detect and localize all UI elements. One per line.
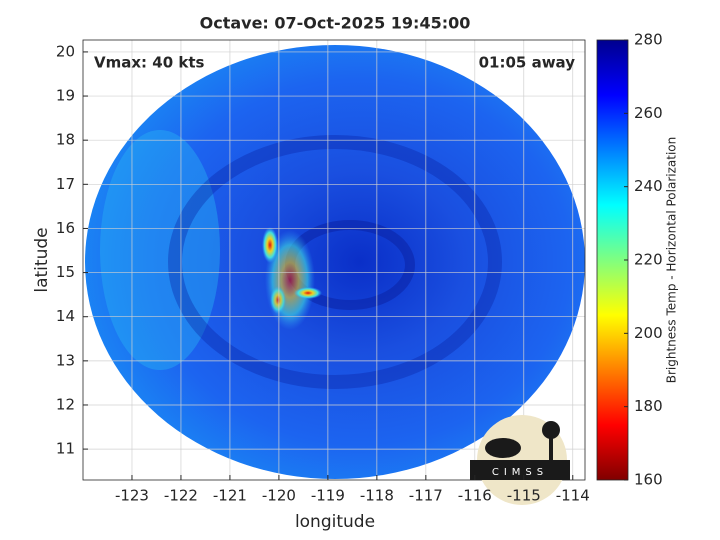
x-tick-label: -118	[360, 487, 394, 505]
colorbar-tick-label: 240	[634, 177, 663, 195]
annotation: 01:05 away	[479, 54, 576, 72]
chart-title: Octave: 07-Oct-2025 19:45:00	[200, 14, 471, 33]
y-tick-label: 15	[56, 263, 75, 281]
cimss-logo: CIMSS	[470, 415, 570, 505]
annotation: Vmax: 40 kts	[94, 54, 204, 72]
colorbar-tick-label: 260	[634, 104, 663, 122]
y-axis-label: latitude	[32, 227, 52, 292]
logo-text: CIMSS	[492, 467, 548, 478]
y-tick-label: 11	[56, 440, 75, 458]
x-tick-label: -115	[507, 487, 541, 505]
x-tick-label: -121	[213, 487, 247, 505]
colorbar-tick-label: 180	[634, 397, 663, 415]
x-tick-label: -116	[458, 487, 492, 505]
satellite-image	[85, 45, 585, 479]
x-tick-label: -119	[311, 487, 345, 505]
x-tick-label: -120	[262, 487, 296, 505]
colorbar	[596, 39, 629, 481]
x-tick-label: -122	[164, 487, 198, 505]
y-tick-label: 12	[56, 395, 75, 413]
colorbar-tick-label: 280	[634, 31, 663, 49]
x-tick-label: -123	[115, 487, 149, 505]
x-axis-label: longitude	[295, 512, 375, 532]
axes-box	[82, 39, 586, 481]
colorbar-tick-label: 220	[634, 251, 663, 269]
y-tick-label: 20	[56, 42, 75, 60]
y-tick-label: 19	[56, 87, 75, 105]
x-tick-label: -117	[409, 487, 443, 505]
y-tick-label: 14	[56, 307, 75, 325]
colorbar-tick-label: 160	[634, 471, 663, 489]
colorbar-label: Brightness Temp - Horizontal Polarizatio…	[665, 137, 679, 384]
y-tick-label: 13	[56, 351, 75, 369]
y-tick-label: 17	[56, 175, 75, 193]
y-tick-label: 16	[56, 219, 75, 237]
x-tick-label: -114	[556, 487, 590, 505]
colorbar-tick-label: 200	[634, 324, 663, 342]
y-tick-label: 18	[56, 131, 75, 149]
